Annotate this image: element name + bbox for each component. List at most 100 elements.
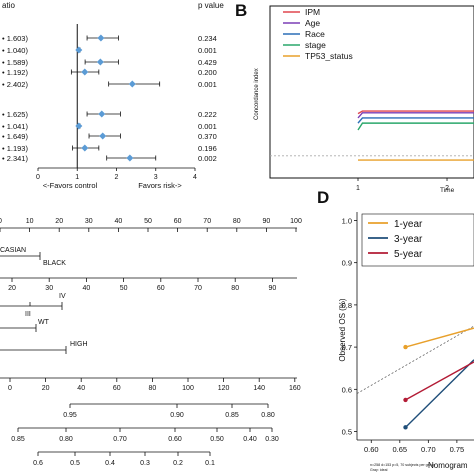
- forest-p-value: 0.001: [198, 122, 217, 131]
- total-points-tick-label: 0: [8, 385, 12, 392]
- forest-p-value: 0.234: [198, 34, 217, 43]
- forest-p-value: 0.002: [198, 154, 217, 163]
- age-tick-label: 90: [269, 285, 277, 292]
- calibration-series-line: [405, 359, 474, 428]
- points-tick-label: 20: [55, 218, 63, 225]
- legend-label: TP53_status: [305, 51, 353, 61]
- forest-hr-label: • 1.625): [2, 110, 28, 119]
- concordance-x-label: Time: [440, 187, 455, 194]
- survival-3yr-tick-label: 0.30: [265, 436, 279, 443]
- calibration-y-tick-label: 0.5: [342, 428, 352, 437]
- calibration-y-label: Observed OS (%): [338, 298, 347, 361]
- forest-p-value: 0.200: [198, 68, 217, 77]
- panel-label-d: D: [317, 188, 329, 207]
- calibration-x-tick-label: 0.70: [421, 445, 436, 454]
- total-points-tick-label: 160: [289, 385, 301, 392]
- total-points-tick-label: 20: [42, 385, 50, 392]
- forest-hr-label: • 1.603): [2, 34, 28, 43]
- forest-header-left: atio: [2, 1, 15, 10]
- race-label-black: BLACK: [43, 260, 66, 267]
- legend-label: Race: [305, 29, 325, 39]
- points-tick-label: 100: [290, 218, 302, 225]
- calibration-legend-label: 5-year: [394, 249, 423, 260]
- total-points-tick-label: 140: [253, 385, 265, 392]
- stage-label-iv: IV: [59, 293, 66, 300]
- points-tick-label: 80: [233, 218, 241, 225]
- survival-5yr-tick-label: 0.3: [140, 460, 150, 467]
- survival-3yr-tick-label: 0.40: [243, 436, 257, 443]
- points-tick-label: 10: [26, 218, 34, 225]
- total-points-tick-label: 120: [218, 385, 230, 392]
- ipm-label-high: HIGH: [70, 341, 88, 348]
- calibration-series-line: [405, 361, 474, 401]
- forest-hr-label: • 1.192): [2, 68, 28, 77]
- survival-3yr-tick-label: 0.80: [59, 436, 73, 443]
- forest-x-tick-label: 3: [154, 174, 158, 181]
- forest-hr-label: • 2.402): [2, 80, 28, 89]
- forest-p-value: 0.370: [198, 132, 217, 141]
- survival-5yr-tick-label: 0.5: [70, 460, 80, 467]
- forest-plot: atio p value • 1.603) 0.234 • 1.040) 0.001 •…: [2, 1, 224, 190]
- age-tick-label: 80: [231, 285, 239, 292]
- calibration-point: [403, 344, 408, 350]
- concordance-series-line: [357, 112, 474, 119]
- calibration-series-line: [405, 327, 474, 348]
- calibration-legend-label: 3-year: [394, 234, 423, 245]
- survival-1yr-tick-label: 0.85: [225, 412, 239, 419]
- nomogram: 0 10 20 30 40 50 60 70 80 90 100 CASIAN BLACK 20 30 40 5…: [0, 218, 302, 467]
- forest-p-value: 0.001: [198, 80, 217, 89]
- age-tick-label: 40: [83, 285, 91, 292]
- panel-label-b: B: [235, 1, 247, 20]
- forest-x-tick-label: 0: [36, 174, 40, 181]
- concordance-x-tick-label: 1: [356, 185, 360, 192]
- points-tick-label: 60: [174, 218, 182, 225]
- calibration-chart: Observed OS (%) Nomogram 0.5 0.6 0.7 0.8 0.9…: [338, 212, 474, 472]
- survival-1yr-tick-label: 0.90: [170, 412, 184, 419]
- forest-x-tick-label: 1: [75, 174, 79, 181]
- forest-hr-label: • 2.341): [2, 154, 28, 163]
- favors-risk-label: Favors risk->: [138, 181, 182, 190]
- survival-5yr-tick-label: 0.2: [173, 460, 183, 467]
- survival-5yr-tick-label: 0.1: [205, 460, 215, 467]
- points-tick-label: 0: [0, 218, 2, 225]
- forest-point: [98, 110, 106, 118]
- forest-point: [128, 80, 136, 88]
- survival-1yr-tick-label: 0.95: [63, 412, 77, 419]
- points-tick-label: 50: [144, 218, 152, 225]
- forest-p-value: 0.222: [198, 110, 217, 119]
- concordance-y-label: Concordance index: [254, 68, 260, 120]
- points-tick-label: 70: [203, 218, 211, 225]
- calibration-point: [403, 397, 408, 403]
- stage-label-iii: III: [25, 311, 31, 318]
- age-tick-label: 50: [120, 285, 128, 292]
- legend-label: Age: [305, 18, 320, 28]
- legend-label: stage: [305, 40, 326, 50]
- calibration-x-tick-label: 0.75: [450, 445, 465, 454]
- forest-point: [99, 132, 107, 140]
- forest-point: [81, 68, 89, 76]
- survival-1yr-tick-label: 0.80: [261, 412, 275, 419]
- calibration-y-tick-label: 0.7: [342, 343, 352, 352]
- forest-hr-label: • 1.193): [2, 144, 28, 153]
- total-points-tick-label: 60: [113, 385, 121, 392]
- survival-3yr-tick-label: 0.50: [210, 436, 224, 443]
- points-tick-label: 40: [115, 218, 123, 225]
- forest-p-value: 0.429: [198, 58, 217, 67]
- age-tick-label: 30: [45, 285, 53, 292]
- forest-p-value: 0.196: [198, 144, 217, 153]
- total-points-tick-label: 40: [77, 385, 85, 392]
- concordance-x-tick-label: 2: [445, 185, 449, 192]
- tp53-label-wt: WT: [38, 319, 50, 326]
- forest-point: [75, 46, 83, 54]
- total-points-tick-label: 80: [149, 385, 157, 392]
- calibration-y-tick-label: 0.9: [342, 259, 352, 268]
- survival-3yr-tick-label: 0.70: [113, 436, 127, 443]
- concordance-chart: Concordance index Time IPMAgeRacestageTP…: [254, 5, 474, 194]
- forest-point: [81, 144, 89, 152]
- race-label-caucasian: CASIAN: [0, 247, 26, 254]
- concordance-plot-frame: [269, 5, 474, 179]
- forest-hr-label: • 1.041): [2, 122, 28, 131]
- points-tick-label: 90: [263, 218, 271, 225]
- forest-point: [75, 122, 83, 130]
